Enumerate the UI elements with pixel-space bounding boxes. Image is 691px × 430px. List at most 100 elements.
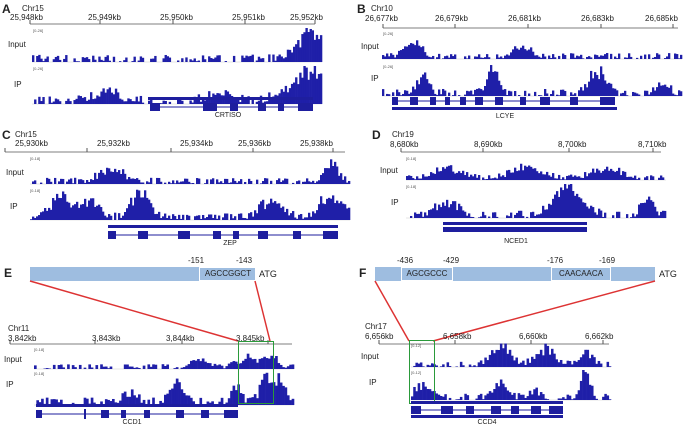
coverage-bar	[255, 101, 259, 104]
coverage-bar	[239, 102, 242, 104]
coverage-bar	[179, 97, 182, 104]
coverage-bar	[502, 58, 505, 59]
coverage-bar	[602, 396, 605, 400]
coverage-bar	[618, 211, 621, 218]
coverage-bar	[634, 92, 637, 96]
coverage-bar	[428, 56, 431, 59]
coverage-bar	[168, 101, 172, 104]
coverage-bar	[652, 176, 655, 180]
coverage-bar	[164, 182, 167, 184]
coverage-bar	[249, 397, 252, 405]
coverage-bar	[176, 180, 179, 184]
coordinate-ruler	[400, 148, 661, 153]
coverage-bar	[630, 217, 633, 218]
coverage-bar	[98, 172, 101, 184]
coverage-bar	[152, 364, 155, 369]
coverage-bar	[201, 98, 205, 104]
coverage-bar	[52, 198, 55, 220]
coverage-bar	[573, 398, 576, 400]
coverage-bar	[454, 54, 457, 59]
coverage-bar	[470, 174, 473, 180]
coverage-bar	[336, 166, 339, 184]
coverage-bar	[418, 45, 421, 59]
coverage-bar	[524, 397, 527, 400]
coverage-bar	[514, 46, 517, 59]
coverage-bar	[497, 386, 501, 400]
coverage-bar	[57, 402, 61, 405]
coverage-bar	[346, 182, 349, 184]
coverage-bar	[230, 182, 233, 184]
coverage-bar	[544, 209, 547, 218]
coverage-bar	[119, 400, 122, 405]
coverage-bar	[54, 177, 57, 184]
coverage-bar	[315, 78, 319, 104]
coverage-bar	[504, 343, 507, 367]
coverage-bar	[280, 207, 283, 220]
coverage-bar	[253, 394, 257, 405]
coverage-bar	[442, 167, 445, 180]
coverage-bar	[279, 382, 283, 405]
coverage-bar	[419, 389, 423, 400]
coverage-bar	[218, 182, 221, 184]
coverage-bar	[556, 178, 559, 180]
coverage-bar	[190, 183, 193, 184]
tick-label: 25,930kb	[15, 139, 48, 148]
coverage-bar	[495, 349, 498, 367]
coverage-bar	[340, 201, 343, 220]
coverage-bar	[54, 200, 57, 220]
coverage-bar	[250, 181, 253, 184]
coverage-bar	[139, 56, 143, 62]
coverage-bar	[557, 398, 561, 400]
coverage-bar	[514, 214, 517, 218]
coverage-bar	[42, 61, 45, 62]
coverage-bar	[384, 56, 387, 59]
coverage-bar	[468, 213, 471, 218]
coverage-bar	[180, 181, 183, 184]
coverage-bar	[181, 58, 184, 62]
coverage-bar	[646, 176, 649, 180]
coverage-bar	[210, 97, 213, 104]
coverage-bar	[188, 181, 191, 184]
coverage-bar	[191, 60, 194, 62]
coverage-bar	[499, 343, 503, 367]
coverage-bar	[546, 345, 550, 367]
coverage-bar	[210, 179, 213, 184]
coverage-bar	[502, 348, 505, 367]
coverage-bar	[240, 179, 243, 184]
coverage-bar	[252, 216, 255, 220]
coverage-bar	[606, 395, 610, 400]
coverage-bar	[100, 59, 103, 62]
coverage-bar	[482, 90, 485, 96]
input-coverage-track	[30, 159, 351, 185]
motif2-start-position: -176	[547, 256, 564, 265]
coverage-bar	[182, 181, 185, 184]
coverage-bar	[134, 197, 137, 220]
coverage-bar	[164, 100, 167, 104]
coverage-bar	[608, 82, 611, 96]
coverage-bar	[86, 398, 89, 405]
coverage-bar	[488, 391, 492, 400]
coverage-bar	[532, 51, 535, 59]
coverage-bar	[248, 178, 251, 184]
coverage-bar	[551, 348, 554, 367]
coverage-bar	[534, 91, 537, 96]
coverage-bar	[199, 361, 203, 369]
coverage-bar	[624, 90, 627, 96]
coverage-bar	[308, 181, 311, 184]
coverage-bar	[203, 59, 207, 62]
coverage-bar	[566, 360, 570, 367]
coverage-bar	[340, 173, 343, 184]
coverage-bar	[156, 177, 159, 184]
coverage-bar	[36, 56, 39, 62]
coverage-bar	[584, 349, 587, 367]
coverage-bar	[418, 213, 421, 218]
coverage-bar	[82, 180, 85, 184]
coverage-bar	[396, 89, 399, 96]
coverage-bar	[142, 399, 146, 405]
coverage-bar	[141, 57, 145, 62]
coverage-bar	[492, 212, 495, 218]
coverage-bar	[439, 395, 443, 400]
coverage-bar	[324, 204, 327, 220]
coverage-bar	[515, 357, 518, 367]
coverage-bar	[564, 363, 567, 367]
